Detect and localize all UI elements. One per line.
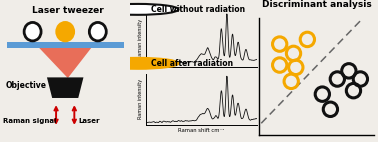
- X-axis label: Raman shift cm⁻¹: Raman shift cm⁻¹: [178, 128, 225, 133]
- Text: Cell after radiation: Cell after radiation: [151, 59, 233, 68]
- Text: Laser tweezer: Laser tweezer: [32, 6, 104, 15]
- Text: Discriminant analysis: Discriminant analysis: [262, 0, 372, 9]
- Bar: [6, 42, 124, 48]
- Polygon shape: [39, 48, 91, 78]
- Circle shape: [98, 58, 178, 69]
- Y-axis label: Raman intensity: Raman intensity: [138, 19, 143, 59]
- Text: Laser: Laser: [78, 118, 100, 124]
- Circle shape: [57, 22, 74, 41]
- Polygon shape: [47, 77, 84, 98]
- Circle shape: [24, 22, 41, 41]
- Y-axis label: Raman intensity: Raman intensity: [138, 79, 143, 119]
- Text: Raman signal: Raman signal: [3, 118, 56, 124]
- Circle shape: [98, 4, 178, 15]
- Text: Objective: Objective: [5, 81, 46, 90]
- Circle shape: [89, 22, 106, 41]
- Text: Cell without radiation: Cell without radiation: [151, 5, 245, 14]
